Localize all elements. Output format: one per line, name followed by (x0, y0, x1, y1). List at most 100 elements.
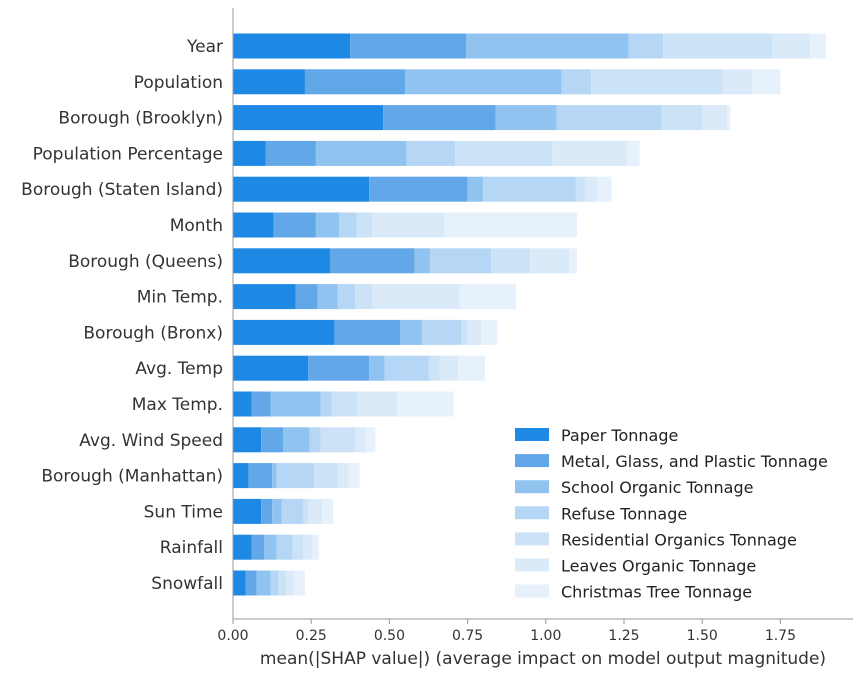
bar-segment (444, 212, 578, 238)
category-label: Month (170, 216, 223, 236)
bar-segment (276, 463, 315, 489)
category-label: Avg. Wind Speed (79, 431, 223, 451)
bar-segment (248, 463, 273, 489)
bar-segment (702, 105, 728, 131)
legend-label: Paper Tonnage (561, 426, 678, 445)
category-label: Population Percentage (33, 144, 223, 164)
bar-segment (272, 498, 282, 524)
x-tick-label: 0.25 (296, 628, 327, 644)
bar-segment (727, 105, 731, 131)
bar-segment (365, 427, 376, 453)
bar-segment (233, 176, 370, 202)
x-tick-label: 0.00 (217, 628, 248, 644)
bar-segment (552, 140, 628, 166)
bar-segment (337, 463, 349, 489)
legend-swatch (515, 480, 549, 494)
x-tick-label: 1.75 (765, 628, 796, 644)
legend-swatch (515, 428, 549, 441)
bar-segment (348, 463, 360, 489)
legend: Paper Tonnage Metal, Glass, and Plastic T… (515, 426, 828, 602)
bar-segment (663, 33, 773, 59)
x-axis-ticks: 0.00 0.25 0.50 0.75 1.00 1.25 1.50 1.75 (217, 619, 796, 644)
legend-label: Christmas Tree Tonnage (561, 583, 752, 602)
bar-segment (273, 212, 316, 238)
bars-layer (233, 33, 826, 596)
x-axis-label: mean(|SHAP value|) (average impact on mo… (260, 649, 826, 669)
legend-label: Metal, Glass, and Plastic Tonnage (561, 452, 828, 471)
bar-segment (304, 69, 406, 95)
bar-segment (350, 33, 467, 59)
category-label: Min Temp. (137, 288, 223, 308)
bar-segment (233, 570, 246, 596)
bar-segment (397, 391, 454, 417)
bar-segment (256, 570, 271, 596)
bar-segment (233, 355, 309, 381)
bar-segment (372, 284, 460, 310)
bar-segment (339, 212, 357, 238)
bar-segment (264, 534, 277, 560)
bar-segment (320, 427, 355, 453)
bar-segment (661, 105, 703, 131)
category-label: Borough (Bronx) (83, 323, 223, 343)
x-tick-label: 1.50 (687, 628, 718, 644)
category-label: Avg. Temp (135, 359, 223, 379)
bar-segment (233, 284, 296, 310)
bar-segment (317, 284, 338, 310)
bar-segment (233, 140, 266, 166)
bar-segment (315, 212, 340, 238)
x-tick-label: 0.75 (452, 628, 483, 644)
bar-segment (414, 248, 431, 274)
bar-segment (276, 534, 293, 560)
bar-segment (233, 534, 252, 560)
category-label: Max Temp. (132, 395, 223, 415)
legend-swatch (515, 584, 549, 598)
bar-segment (308, 355, 370, 381)
bar-segment (251, 391, 271, 417)
legend-label: Residential Organics Tonnage (561, 530, 797, 549)
bar-segment (265, 140, 316, 166)
bar-segment (233, 498, 262, 524)
bar-segment (295, 284, 318, 310)
bar-segment (293, 570, 305, 596)
x-tick-label: 0.50 (374, 628, 405, 644)
bar-segment (356, 212, 373, 238)
bar-segment (233, 391, 252, 417)
bar-segment (406, 140, 456, 166)
bar-segment (772, 33, 811, 59)
bar-segment (372, 212, 445, 238)
bar-segment (233, 69, 305, 95)
bar-segment (556, 105, 662, 131)
bar-segment (584, 176, 598, 202)
category-label: Year (186, 37, 223, 57)
bar-segment (314, 463, 338, 489)
bar-segment (261, 498, 273, 524)
category-label: Sun Time (144, 502, 223, 522)
bar-segment (312, 534, 320, 560)
bar-segment (303, 498, 309, 524)
bar-segment (591, 69, 723, 95)
bar-segment (331, 391, 357, 417)
bar-segment (428, 355, 440, 381)
bar-segment (466, 33, 629, 59)
bar-segment (569, 248, 578, 274)
bar-segment (233, 33, 351, 59)
bar-segment (320, 391, 332, 417)
bar-segment (233, 212, 274, 238)
legend-label: Leaves Organic Tonnage (561, 557, 756, 576)
category-label: Snowfall (151, 574, 223, 594)
bar-segment (483, 176, 576, 202)
x-tick-label: 1.25 (608, 628, 639, 644)
bar-segment (270, 391, 321, 417)
bar-segment (405, 69, 562, 95)
bar-segment (283, 427, 310, 453)
bar-segment (233, 105, 384, 131)
bar-segment (752, 69, 781, 95)
legend-swatch (515, 454, 549, 468)
bar-segment (467, 176, 484, 202)
category-labels: Year Population Borough (Brooklyn) Populati… (21, 37, 223, 594)
bar-segment (495, 105, 557, 131)
bar-segment (278, 570, 287, 596)
category-label: Borough (Brooklyn) (58, 109, 223, 129)
